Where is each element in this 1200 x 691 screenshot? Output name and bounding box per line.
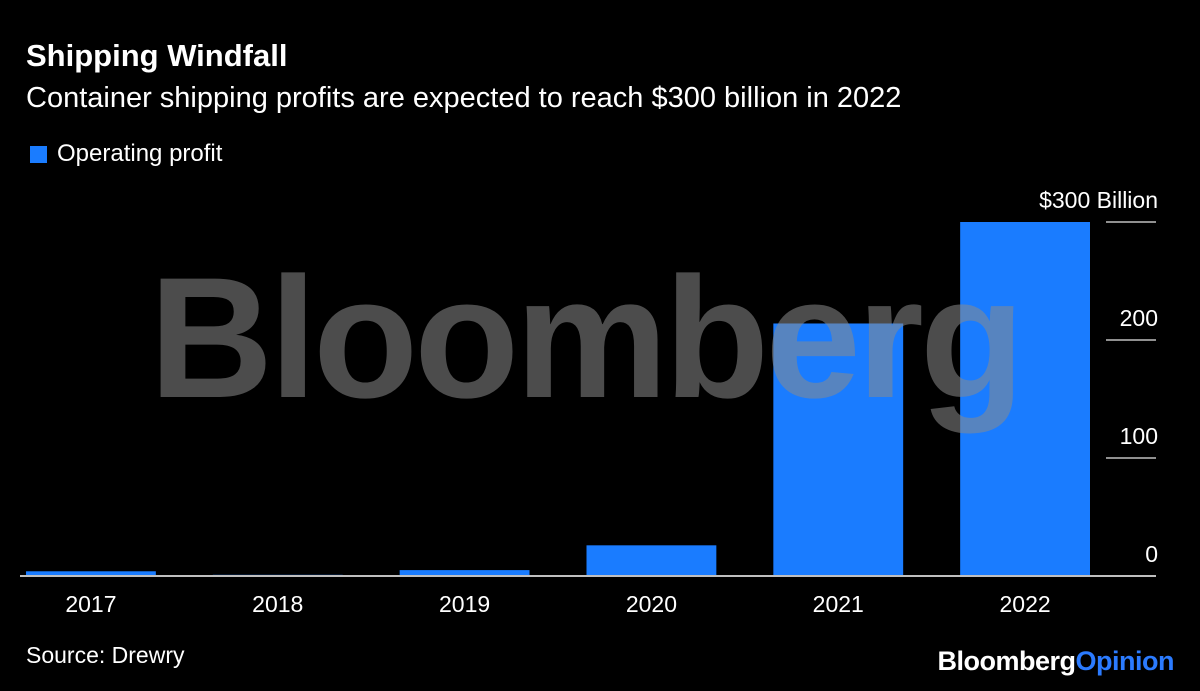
bar-2022 [960,222,1090,576]
bar-2017 [26,571,156,576]
chart-subtitle: Container shipping profits are expected … [26,82,902,114]
watermark-text: Bloomberg [149,242,1021,434]
brand-logo-bloomberg: Bloomberg [937,646,1077,676]
brand-logo-opinion: Opinion [1075,646,1175,676]
y-tick-label-100: 100 [1120,423,1158,449]
x-tick-label-2021: 2021 [813,591,864,617]
source-note: Source: Drewry [26,642,185,668]
brand-logo: BloombergOpinion [938,646,1175,677]
legend-label-operating-profit: Operating profit [57,140,223,167]
y-tick-label-200: 200 [1120,305,1158,331]
bar-2020 [586,545,717,576]
legend-swatch-operating-profit [30,145,47,163]
bar-2019 [399,570,530,576]
x-tick-label-2017: 2017 [65,591,116,617]
x-tick-label-2022: 2022 [999,591,1050,617]
x-tick-label-2019: 2019 [439,591,490,617]
y-tick-label-0: 0 [1145,541,1158,567]
legend: Operating profit [30,140,222,168]
x-tick-label-2018: 2018 [252,591,303,617]
chart-title: Shipping Windfall [26,38,288,73]
bar-2021 [773,323,904,576]
x-tick-label-2020: 2020 [626,591,677,617]
y-tick-label-300: $300 Billion [1039,187,1158,213]
